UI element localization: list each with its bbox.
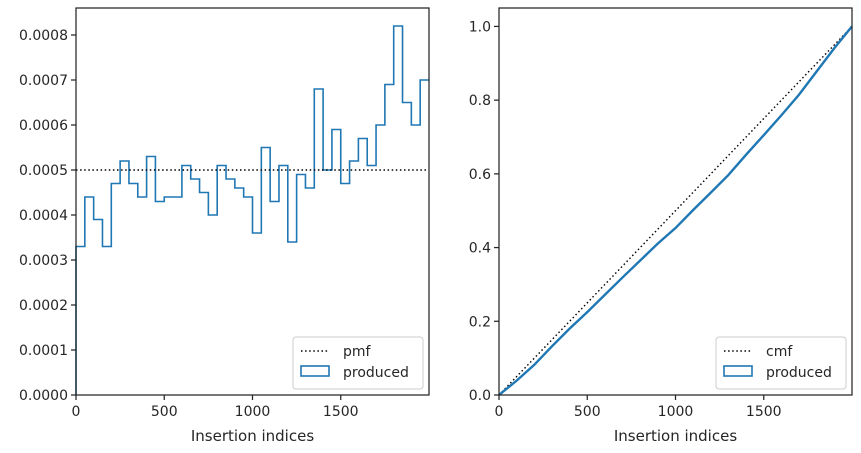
cmf-reference-line	[498, 25, 853, 396]
y-tick-label: 0.0004	[19, 208, 68, 224]
x-tick-label: 500	[151, 404, 178, 420]
histogram-ticks: 0 500 1000 1500 0.0000 0.0001 0.0002 0.0003 0.00…	[19, 28, 359, 420]
histogram-x-axis-label: Insertion indices	[191, 427, 314, 445]
cumulative-panel: 0 500 1000 1500 0.0 0.2 0.4 0.6 0.8 1.0 Insertion…	[469, 7, 853, 445]
y-tick-label: 0.0002	[19, 298, 68, 314]
legend-produced-label: produced	[343, 365, 409, 381]
cumulative-produced-line	[498, 25, 853, 396]
y-tick-label: 0.6	[469, 167, 491, 183]
histogram-legend: pmf produced	[292, 336, 424, 390]
y-tick-label: 0.8	[469, 93, 491, 109]
y-tick-label: 0.4	[469, 241, 491, 257]
y-tick-label: 1.0	[469, 19, 491, 35]
x-tick-label: 1500	[323, 404, 359, 420]
histogram-produced-step	[75, 25, 429, 395]
cumulative-legend: cmf produced	[715, 336, 847, 390]
y-tick-label: 0.0005	[19, 163, 68, 179]
x-tick-label: 0	[495, 404, 504, 420]
legend-produced-swatch	[300, 365, 330, 377]
legend-pmf-label: pmf	[343, 344, 372, 360]
y-tick-label: 0.0003	[19, 253, 68, 269]
legend-produced-label: produced	[766, 365, 832, 381]
x-tick-label: 0	[72, 404, 81, 420]
y-tick-label: 0.0008	[19, 28, 68, 44]
legend-cmf-label: cmf	[766, 344, 793, 360]
cumulative-ticks: 0 500 1000 1500 0.0 0.2 0.4 0.6 0.8 1.0	[469, 19, 782, 420]
x-tick-label: 500	[574, 404, 601, 420]
y-tick-label: 0.0007	[19, 73, 68, 89]
x-tick-label: 1000	[658, 404, 694, 420]
y-tick-label: 0.0006	[19, 118, 68, 134]
y-tick-label: 0.0001	[19, 343, 68, 359]
y-tick-label: 0.0	[469, 388, 491, 404]
y-tick-label: 0.0000	[19, 388, 68, 404]
legend-produced-swatch	[723, 365, 753, 377]
cumulative-x-axis-label: Insertion indices	[614, 427, 737, 445]
x-tick-label: 1500	[746, 404, 782, 420]
y-tick-label: 0.2	[469, 314, 491, 330]
x-tick-label: 1000	[235, 404, 271, 420]
cumulative-marks	[498, 25, 853, 396]
histogram-marks	[75, 25, 429, 395]
histogram-panel: 0 500 1000 1500 0.0000 0.0001 0.0002 0.0003 0.00…	[19, 7, 430, 445]
